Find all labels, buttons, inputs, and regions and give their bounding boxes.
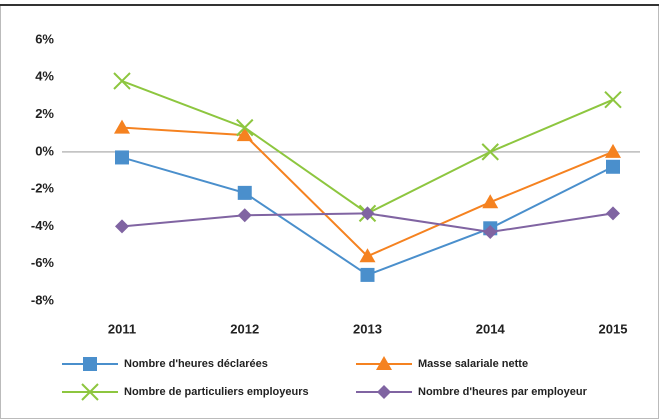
x-tick-label: 2014 (476, 321, 506, 336)
x-tick-label: 2013 (353, 321, 382, 336)
x-tick-label: 2015 (599, 321, 628, 336)
x-tick-label: 2012 (230, 321, 259, 336)
marker (114, 119, 130, 134)
y-tick-label: 6% (35, 31, 54, 46)
marker (236, 118, 254, 137)
marker (236, 127, 253, 142)
y-tick-label: 0% (35, 143, 54, 158)
legend-label: Nombre de particuliers employeurs (124, 386, 309, 398)
y-tick-label: 2% (35, 106, 54, 121)
legend-marker (377, 385, 391, 399)
marker (482, 194, 499, 209)
marker (237, 208, 252, 223)
legend-label: Masse salariale nette (418, 358, 528, 370)
x-tick-label: 2011 (108, 321, 136, 336)
y-tick-label: 4% (35, 69, 54, 84)
chart-frame (0, 5, 659, 419)
marker (360, 206, 375, 221)
marker (115, 219, 129, 234)
legend-label: Nombre d'heures par employeur (418, 386, 588, 398)
legend-label: Nombre d'heures déclarées (124, 358, 268, 370)
marker (113, 72, 131, 90)
legend-marker (376, 356, 392, 370)
marker (606, 206, 620, 221)
y-tick-label: -6% (31, 255, 55, 270)
legend-marker (83, 357, 97, 371)
y-tick-label: -8% (31, 292, 55, 307)
y-tick-label: -2% (31, 181, 55, 196)
y-tick-label: -4% (31, 218, 55, 233)
marker (606, 159, 620, 174)
marker (359, 248, 376, 263)
marker (604, 90, 622, 109)
marker (360, 267, 375, 282)
marker (237, 185, 252, 200)
marker (481, 143, 499, 161)
marker (605, 143, 621, 158)
legend-marker (81, 383, 99, 401)
marker (483, 225, 498, 240)
marker (115, 150, 129, 165)
